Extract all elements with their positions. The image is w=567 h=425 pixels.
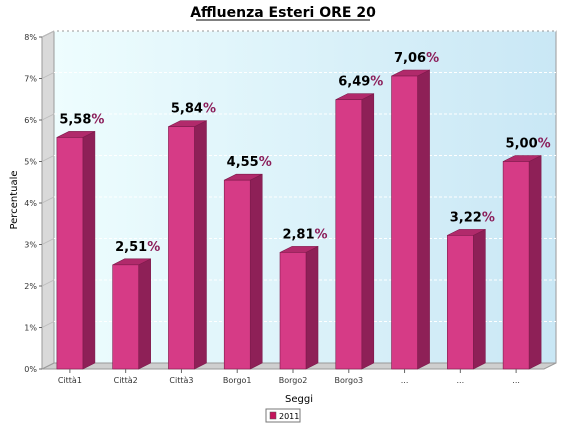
data-label: 2,51% [115,240,160,255]
data-label: 5,00% [506,137,551,152]
bar-front [223,179,251,370]
bar-side [249,173,263,370]
bar-front [335,99,363,370]
bar-side [528,155,542,370]
x-tick-label: ... [512,376,520,385]
y-tick-label: 6% [24,116,37,125]
y-axis-ticks: 0% 1% 2% 3% 4% 5% 6% 7% 8% [24,33,42,374]
bar-front [168,126,195,370]
y-tick-label: 5% [24,158,37,167]
x-tick-label: Città1 [58,376,82,385]
bar-side [361,93,375,370]
y-tick-label: 7% [24,75,37,84]
x-tick-label: Città3 [169,376,193,385]
data-label: 5,84% [171,102,216,117]
x-tick-label: ... [401,376,409,385]
x-tick-label: Borgo2 [279,376,308,385]
bar-front [112,264,139,370]
bars [56,69,542,370]
y-tick-label: 4% [24,199,37,208]
bar [56,130,96,370]
data-label: 6,49% [338,75,383,90]
gridline-wall [41,279,55,287]
y-tick-label: 8% [24,33,37,42]
bar [223,173,263,370]
x-tick-label: ... [457,376,465,385]
data-label: 3,22% [450,210,495,225]
bar-front [279,252,307,370]
gridline-wall [41,30,55,38]
gridline-wall [41,113,55,121]
y-tick-label: 2% [24,282,37,291]
bar-side [138,258,151,370]
bar [391,69,430,370]
data-label: 4,55% [227,155,272,170]
data-label: 7,06% [394,51,439,66]
legend-label: 2011 [279,412,299,421]
legend: 2011 [265,408,301,423]
x-tick-label: Borgo1 [223,376,252,385]
bar [279,245,319,370]
x-tick-label: Borgo3 [334,376,363,385]
bar-side [417,69,430,370]
bar-side [194,120,207,370]
x-axis-title: Seggi [285,394,313,405]
bar [447,228,486,370]
data-labels: 5,58% 2,51% 5,84% 4,55% 2,81% 6,49% 7,06% 3,22%… [59,51,550,255]
bar-front [56,137,84,370]
bar-side [82,130,96,370]
gridline-wall [41,72,55,79]
gridline-wall [41,238,55,245]
gridline-wall [41,155,55,162]
bar-side [473,228,486,370]
bar [112,258,151,370]
bar [335,93,375,370]
x-tick-label: Città2 [114,376,138,385]
bar-side [305,245,319,370]
bar-front [502,161,530,370]
y-tick-label: 3% [24,241,37,250]
x-axis-ticks: Città1 Città2 Città3 Borgo1 Borgo2 Borgo3....… [58,369,520,385]
legend-swatch [269,411,277,420]
data-label: 2,81% [282,227,327,242]
data-label: 5,58% [59,112,104,127]
gridline-wall [41,196,55,204]
y-axis-title: Percentuale [9,170,20,229]
y-tick-label: 0% [24,365,37,374]
bar-front [447,235,474,370]
bar [502,155,542,370]
chart-title: Affluenza Esteri ORE 20 [190,5,376,21]
y-tick-label: 1% [24,324,37,333]
bar [168,120,207,370]
gridline-wall [41,321,55,328]
bar-front [391,75,418,370]
